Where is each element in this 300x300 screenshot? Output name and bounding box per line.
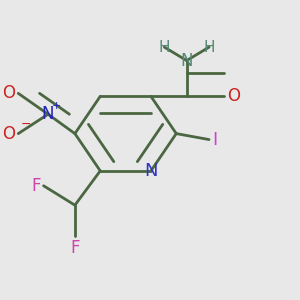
Text: O: O bbox=[2, 124, 15, 142]
Text: N: N bbox=[181, 52, 193, 70]
Text: H: H bbox=[203, 40, 215, 55]
Text: O: O bbox=[2, 84, 15, 102]
Text: N: N bbox=[42, 105, 54, 123]
Text: F: F bbox=[31, 177, 40, 195]
Text: +: + bbox=[51, 101, 61, 111]
Text: H: H bbox=[159, 40, 170, 55]
Text: F: F bbox=[70, 239, 80, 257]
Text: −: − bbox=[20, 118, 31, 131]
Text: O: O bbox=[227, 87, 240, 105]
Text: I: I bbox=[212, 130, 217, 148]
Text: N: N bbox=[144, 162, 158, 180]
